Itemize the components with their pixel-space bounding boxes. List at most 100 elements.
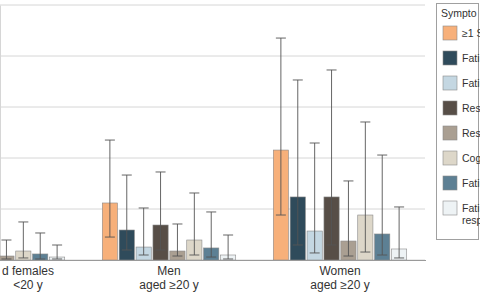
error-bar-cap <box>293 79 303 80</box>
error-bar-cap <box>360 252 370 253</box>
series <box>0 181 356 260</box>
series <box>0 80 305 260</box>
error-bar-line <box>331 70 332 245</box>
x-tick-label: Womenaged ≥20 y <box>310 264 369 292</box>
error-bar <box>394 207 404 258</box>
x-labels: d females<20 yMenaged ≥20 yWomenaged ≥20… <box>2 264 370 292</box>
error-bar-cap <box>343 180 353 181</box>
error-bar-line <box>109 140 110 237</box>
error-bar-cap <box>276 215 286 216</box>
legend-swatch <box>443 101 457 115</box>
legend-label: Res <box>462 127 480 139</box>
error-bar-cap <box>377 255 387 256</box>
error-bar-cap <box>206 257 216 258</box>
error-bar-line <box>399 207 400 258</box>
error-bar-cap <box>310 252 320 253</box>
grid-line <box>0 5 425 6</box>
legend-swatch <box>443 201 457 215</box>
grid-line <box>0 107 425 108</box>
error-bar-cap <box>223 258 233 259</box>
error-bar-line <box>382 155 383 255</box>
error-bar-cap <box>156 250 166 251</box>
error-bar-cap <box>189 192 199 193</box>
error-bar-cap <box>223 235 233 236</box>
legend-swatch <box>443 76 457 90</box>
bar <box>0 256 14 260</box>
error-bar-cap <box>343 256 353 257</box>
series <box>0 143 322 260</box>
error-bar-cap <box>293 245 303 246</box>
error-bar-cap <box>35 258 45 259</box>
error-bar-line <box>314 143 315 253</box>
error-bar-line <box>57 245 58 259</box>
error-bar <box>139 208 149 255</box>
error-bar-cap <box>122 175 132 176</box>
error-bar-cap <box>18 221 28 222</box>
grid-line <box>0 209 425 210</box>
error-bar <box>343 181 353 256</box>
error-bar-cap <box>1 240 11 241</box>
error-bar-line <box>177 224 178 256</box>
error-bar-cap <box>206 211 216 212</box>
error-bar <box>52 245 62 259</box>
error-bar-cap <box>172 256 182 257</box>
legend-label: Cog <box>462 152 480 164</box>
legend-label: ≥1 S <box>462 27 480 39</box>
error-bar-cap <box>105 140 115 141</box>
error-bar <box>122 175 132 250</box>
error-bar-line <box>160 172 161 250</box>
error-bar <box>327 70 337 245</box>
legend-label: Fati <box>462 77 480 89</box>
legend-swatch <box>443 126 457 140</box>
error-bar-line <box>348 181 349 256</box>
legend-swatch <box>443 176 457 190</box>
error-bar-cap <box>139 255 149 256</box>
error-bar-cap <box>327 245 337 246</box>
error-bar-cap <box>52 258 62 259</box>
error-bar-cap <box>35 232 45 233</box>
legend-label: Res <box>462 102 480 114</box>
grid-line <box>0 56 425 57</box>
y-axis-line <box>0 6 1 261</box>
error-bar <box>189 193 199 255</box>
error-bar-line <box>365 122 366 252</box>
legend-title: Sympto <box>441 7 477 19</box>
error-bar <box>172 224 182 256</box>
error-bar-line <box>126 175 127 250</box>
legend-label: Fati <box>462 177 480 189</box>
x-tick-label: Menaged ≥20 y <box>139 264 198 292</box>
error-bar <box>310 143 320 253</box>
error-bar-cap <box>377 155 387 156</box>
error-bar-cap <box>52 245 62 246</box>
error-bar-cap <box>327 69 337 70</box>
error-bar-cap <box>394 206 404 207</box>
error-bar-cap <box>18 257 28 258</box>
error-bar-cap <box>139 207 149 208</box>
grid <box>0 5 425 260</box>
error-bar-cap <box>189 255 199 256</box>
error-bar-line <box>23 222 24 258</box>
error-bar-line <box>211 212 212 257</box>
error-bar-cap <box>172 223 182 224</box>
plot-area <box>0 38 407 260</box>
error-bar-cap <box>122 250 132 251</box>
error-bar <box>206 212 216 257</box>
legend-swatch <box>443 151 457 165</box>
legend-swatch <box>443 26 457 40</box>
error-bar-cap <box>360 121 370 122</box>
legend-swatch <box>443 51 457 65</box>
error-bar-line <box>280 38 281 215</box>
error-bar-cap <box>1 258 11 259</box>
legend-label: Fatiresp <box>462 202 480 226</box>
error-bar-cap <box>310 143 320 144</box>
chart: d females<20 yMenaged ≥20 yWomenaged ≥20… <box>0 0 480 300</box>
error-bar-cap <box>156 171 166 172</box>
series <box>50 207 407 260</box>
x-axis <box>0 260 426 262</box>
legend-label: Fati <box>462 52 480 64</box>
error-bar <box>377 155 387 255</box>
x-axis-line <box>0 260 426 261</box>
error-bar <box>35 233 45 259</box>
series <box>16 122 373 260</box>
error-bar <box>18 222 28 258</box>
